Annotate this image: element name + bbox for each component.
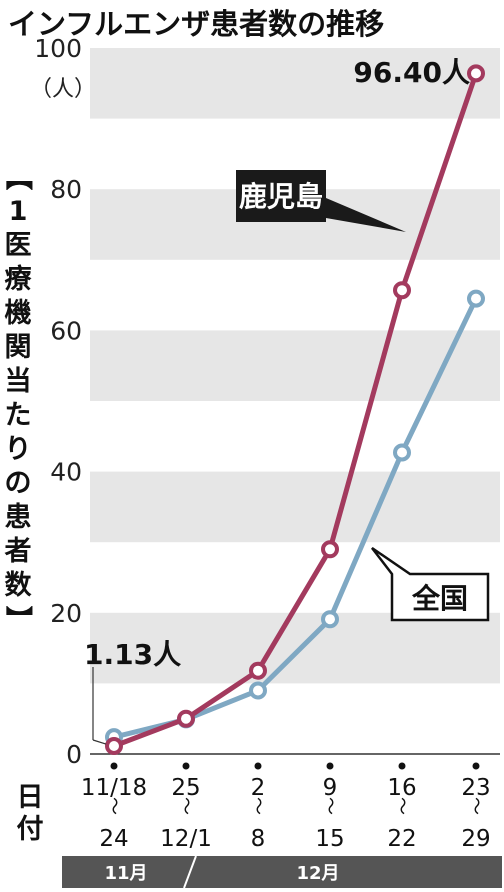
value-annotation: 1.13人: [84, 638, 181, 671]
x-tick-end: 24: [99, 826, 128, 852]
y-label-char: の: [5, 468, 32, 499]
grid-band: [90, 330, 500, 401]
x-tick: 23～ 29: [461, 762, 491, 852]
x-tick: 25～ 12/1: [160, 762, 212, 852]
x-tick-dot: [472, 762, 480, 770]
y-label-char: 関: [5, 332, 32, 363]
x-tick-start: 25: [171, 775, 200, 801]
data-point: [393, 281, 411, 300]
x-tick-start: 16: [387, 775, 416, 801]
y-tick-label: 20: [50, 599, 82, 628]
x-tick-end: 22: [387, 826, 416, 852]
data-point: [467, 64, 485, 83]
series-label: 全国: [411, 582, 468, 615]
y-label-char: 者: [5, 536, 32, 567]
y-tick-label: 100: [34, 34, 82, 63]
y-label-char: 医: [5, 230, 32, 261]
data-point: [177, 709, 195, 728]
x-tick-start: 9: [323, 775, 338, 801]
series-line: [113, 72, 479, 749]
data-point: [321, 610, 339, 629]
x-tick-start: 23: [461, 775, 490, 801]
y-label-char: 患: [5, 502, 32, 533]
x-tick-range-mark: ～: [175, 797, 196, 815]
x-tick-end: 15: [315, 826, 344, 852]
x-tick-dot: [398, 762, 406, 770]
month-divider: [183, 855, 197, 889]
y-tick-label: 40: [50, 458, 82, 487]
x-tick-range-mark: ～: [247, 797, 268, 815]
month-bar: 11月 12月: [62, 855, 502, 889]
chart-title: インフルエンザ患者数の推移: [8, 7, 384, 41]
x-label-char: 日: [17, 782, 44, 813]
x-tick-dot: [254, 762, 262, 770]
data-point: [249, 681, 267, 700]
grid-band: [90, 48, 500, 119]
x-tick-range-mark: ～: [465, 797, 486, 815]
y-tick-label: 80: [50, 175, 82, 204]
x-axis-label: 日付: [17, 782, 44, 845]
grid-band: [90, 612, 500, 684]
y-label-char: 療: [5, 264, 33, 295]
x-tick-start: 11/18: [81, 775, 147, 801]
grid-band: [90, 471, 500, 543]
x-tick-range-mark: ～: [391, 797, 412, 815]
y-axis-ticks: 0 20 40 60 80 100: [34, 34, 82, 769]
y-label-char: 機: [5, 298, 32, 329]
month-label: 12月: [296, 863, 339, 884]
series-label-box: [371, 546, 490, 622]
y-label-char: 【: [2, 164, 33, 191]
y-label-char: 1: [9, 196, 28, 227]
y-label-char: 数: [5, 570, 33, 601]
x-tick-range-mark: ～: [103, 797, 124, 815]
annotations: 1.13人 96.40人: [84, 56, 470, 745]
y-unit-label: （人）: [30, 77, 96, 102]
x-tick-end: 8: [251, 826, 266, 852]
x-tick-end: 29: [461, 826, 490, 852]
series-lines: [105, 64, 485, 755]
series-label-box: [236, 170, 406, 232]
y-label-char: 当: [5, 366, 32, 397]
x-tick-dot: [110, 762, 118, 770]
y-label-char: り: [5, 434, 32, 465]
x-tick: 11/18～ 24: [81, 762, 147, 852]
data-point: [249, 661, 267, 680]
x-tick-start: 2: [251, 775, 266, 801]
x-tick: 9～ 15: [315, 762, 345, 852]
data-point: [467, 289, 485, 308]
series-label: 鹿児島: [239, 180, 323, 213]
value-annotation: 96.40人: [353, 56, 470, 89]
y-label-char: 】: [2, 606, 33, 633]
x-tick: 16～ 22: [387, 762, 417, 852]
grid-bands: [90, 48, 500, 684]
x-tick-range-mark: ～: [319, 797, 340, 815]
data-point: [393, 443, 411, 462]
y-label-char: た: [5, 400, 32, 431]
x-tick-end: 12/1: [160, 826, 212, 852]
series-鹿児島: [105, 64, 485, 755]
y-tick-label: 0: [66, 740, 82, 769]
month-label: 11月: [104, 863, 147, 884]
x-tick: 2～ 8: [247, 762, 268, 852]
x-label-char: 付: [17, 814, 44, 845]
callout-leader: [92, 739, 107, 745]
data-point: [105, 737, 123, 755]
x-tick-dot: [326, 762, 334, 770]
data-point: [321, 540, 339, 559]
month-bar-bg: [62, 856, 502, 888]
x-tick-dot: [182, 762, 190, 770]
y-tick-label: 60: [50, 316, 82, 345]
